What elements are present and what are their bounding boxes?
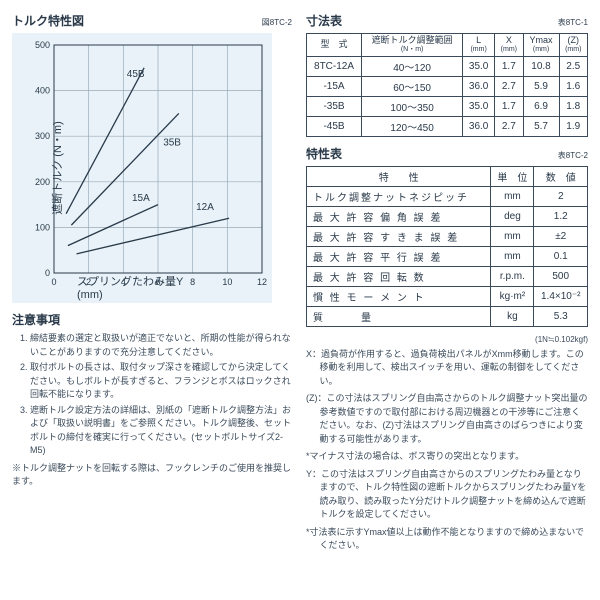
notes-title: 注意事項 — [12, 311, 292, 328]
svg-text:10: 10 — [222, 277, 232, 287]
extra-note: *寸法表に示すYmax値以上は動作不能となりますので締め込まないでください。 — [306, 526, 588, 553]
svg-text:35B: 35B — [163, 137, 181, 148]
svg-text:45B: 45B — [127, 69, 145, 80]
page-root: トルク特性図 図8TC-2 01002003004005000246810124… — [12, 12, 588, 557]
char-header: 特 性 — [307, 166, 491, 186]
table-row: トルク調整ナットネジピッチmm2 — [307, 186, 588, 206]
conversion-note: (1N≒0.102kgf) — [306, 335, 588, 344]
table-row: -45B120～45036.02.75.71.9 — [307, 116, 588, 136]
svg-text:400: 400 — [35, 86, 50, 96]
notes-list: 締結要素の選定と取扱いが適正でないと、所期の性能が得られないことがありますので充… — [12, 332, 292, 489]
table-row: 8TC-12A40～12035.01.710.82.5 — [307, 56, 588, 76]
svg-text:12A: 12A — [196, 202, 214, 213]
dim-title-row: 寸法表 表8TC-1 — [306, 12, 588, 29]
torque-chart: 010020030040050002468101245B35B15A12A 遮断… — [12, 33, 272, 303]
right-column: 寸法表 表8TC-1 型 式遮断トルク調整範囲(N・m)L(mm)X(mm)Ym… — [306, 12, 588, 557]
dim-tag: 表8TC-1 — [558, 17, 588, 28]
extra-notes: X：過負荷が作用すると、過負荷検出パネルがXmm移動します。この移動を利用して、… — [306, 348, 588, 553]
extra-note: X：過負荷が作用すると、過負荷検出パネルがXmm移動します。この移動を利用して、… — [306, 348, 588, 389]
table-row: 最 大 許 容 平 行 誤 差mm0.1 — [307, 246, 588, 266]
dim-header: 型 式 — [307, 34, 362, 57]
note-item: 締結要素の選定と取扱いが適正でないと、所期の性能が得られないことがありますので充… — [30, 332, 292, 359]
svg-text:12: 12 — [257, 277, 267, 287]
chart-title: トルク特性図 — [12, 12, 84, 29]
table-row: -35B100～35035.01.76.91.8 — [307, 96, 588, 116]
dim-header: X(mm) — [495, 34, 523, 57]
char-title-row: 特性表 表8TC-2 — [306, 145, 588, 162]
characteristic-table: 特 性単 位数 値トルク調整ナットネジピッチmm2最 大 許 容 偏 角 誤 差… — [306, 166, 588, 327]
dim-header: L(mm) — [463, 34, 495, 57]
table-row: 最 大 許 容 す き ま 誤 差mm±2 — [307, 226, 588, 246]
left-column: トルク特性図 図8TC-2 01002003004005000246810124… — [12, 12, 292, 557]
note-item: 取付ボルトの長さは、取付タップ深さを確認してから決定してください。もしボルトが長… — [30, 361, 292, 402]
svg-text:15A: 15A — [132, 193, 150, 204]
char-header: 単 位 — [491, 166, 534, 186]
char-header: 数 値 — [534, 166, 588, 186]
chart-title-row: トルク特性図 図8TC-2 — [12, 12, 292, 29]
notes-star: ※トルク調整ナットを回転する際は、フックレンチのご使用を推奨します。 — [12, 462, 292, 489]
char-tag: 表8TC-2 — [558, 150, 588, 161]
table-row: 質 量kg5.3 — [307, 306, 588, 326]
table-row: 慣 性 モ ー メ ン トkg·m²1.4×10⁻² — [307, 286, 588, 306]
x-axis-label: スプリングたわみ量Y (mm) — [77, 273, 207, 301]
char-title: 特性表 — [306, 145, 342, 162]
table-row: 最 大 許 容 回 転 数r.p.m.500 — [307, 266, 588, 286]
extra-note: Y：この寸法はスプリング自由高さからのスプリングたわみ量となりますので、トルク特… — [306, 468, 588, 522]
svg-text:200: 200 — [35, 177, 50, 187]
svg-text:500: 500 — [35, 40, 50, 50]
svg-text:100: 100 — [35, 222, 50, 232]
svg-text:0: 0 — [51, 277, 56, 287]
table-row: 最 大 許 容 偏 角 誤 差deg1.2 — [307, 206, 588, 226]
dimension-table: 型 式遮断トルク調整範囲(N・m)L(mm)X(mm)Ymax(mm)(Z)(m… — [306, 33, 588, 137]
extra-note: *マイナス寸法の場合は、ボス寄りの突出となります。 — [306, 450, 588, 464]
dim-header: Ymax(mm) — [523, 34, 559, 57]
table-row: -15A60～15036.02.75.91.6 — [307, 76, 588, 96]
y-axis-label: 遮断トルク (N・m) — [49, 121, 65, 215]
chart-tag: 図8TC-2 — [262, 17, 292, 28]
svg-text:0: 0 — [45, 268, 50, 278]
svg-text:300: 300 — [35, 131, 50, 141]
dim-header: 遮断トルク調整範囲(N・m) — [362, 34, 463, 57]
dim-title: 寸法表 — [306, 12, 342, 29]
note-item: 遮断トルク設定方法の詳細は、別紙の「遮断トルク調整方法」および「取扱い説明書」を… — [30, 404, 292, 458]
extra-note: (Z)：この寸法はスプリング自由高さからのトルク調整ナット突出量の参考数値ですの… — [306, 392, 588, 446]
dim-header: (Z)(mm) — [559, 34, 588, 57]
